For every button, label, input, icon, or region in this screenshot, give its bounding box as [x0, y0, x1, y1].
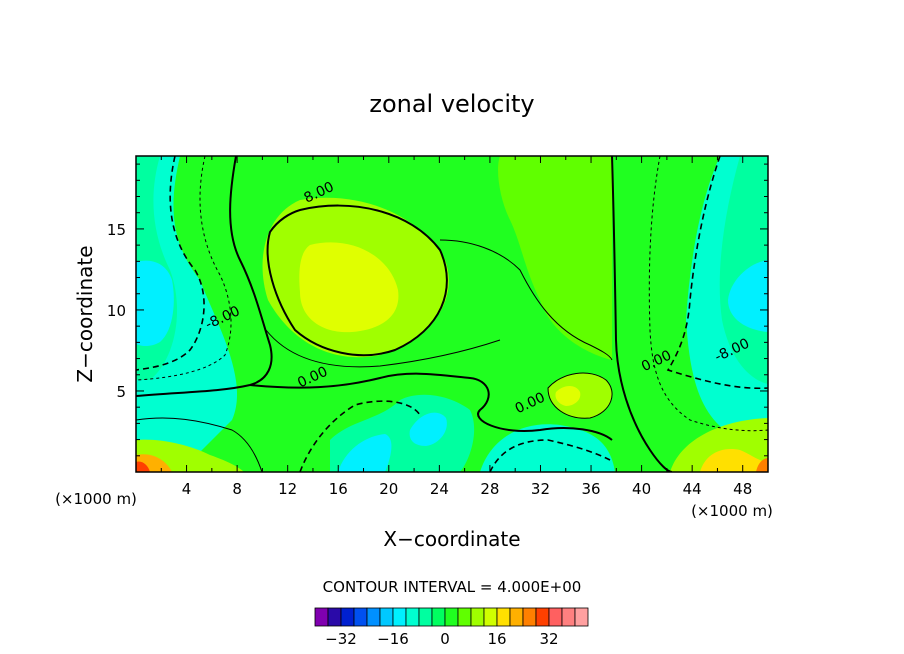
x-tick-label-9: 40: [632, 480, 651, 498]
field-upper-mid-green: [498, 156, 612, 360]
x-tick-label-4: 20: [379, 480, 398, 498]
x-tick-label-0: 4: [182, 480, 192, 498]
field-right-cyan-patch: [728, 260, 768, 332]
colorbar-tick-label-2: 0: [440, 630, 450, 648]
colorbar-swatch-14: [496, 607, 511, 627]
colorbar-swatch-3: [353, 607, 368, 627]
contour-neg8-bottom-mid: [489, 439, 611, 472]
colorbar-tick-label-0: −32: [325, 630, 357, 648]
y-tick-label-0: 5: [116, 383, 126, 401]
contour-zero-right: [611, 156, 673, 472]
colorbar-swatch-12: [470, 607, 485, 627]
field-lower-cyan-b: [409, 412, 447, 446]
colorbar-swatch-15: [509, 607, 524, 627]
x-tick-label-3: 16: [329, 480, 348, 498]
x-tick-label-1: 8: [232, 480, 242, 498]
colorbar-swatch-11: [457, 607, 472, 627]
colorbar-swatch-16: [522, 607, 537, 627]
colorbar-tick-label-1: −16: [377, 630, 409, 648]
contour-neg8-right: [666, 156, 768, 390]
contour-interval-text: CONTOUR INTERVAL = 4.000E+00: [323, 578, 582, 596]
contour-4-c: [136, 417, 263, 472]
contour-4-b: [265, 329, 501, 368]
x-tick-label-11: 48: [733, 480, 752, 498]
x-tick-label-6: 28: [480, 480, 499, 498]
x-tick-label-10: 44: [683, 480, 702, 498]
colorbar-swatch-20: [574, 607, 589, 627]
contour-neg8-left: [136, 156, 205, 371]
colorbar-swatch-4: [366, 607, 381, 627]
x-tick-label-7: 32: [531, 480, 550, 498]
x-axis: 4 8 12 16 20 24 28 32 36 40 44 48: [160, 156, 752, 498]
contour-neg4-right: [648, 156, 768, 432]
colorbar-swatch-6: [392, 607, 407, 627]
contour-zero-mid: [249, 372, 613, 441]
contour-lines: [136, 156, 768, 472]
colorbar: −32 −16 0 16 32: [314, 607, 589, 648]
colorbar-tick-label-3: 16: [487, 630, 506, 648]
colorbar-swatch-5: [379, 607, 394, 627]
colorbar-swatch-17: [535, 607, 550, 627]
plot-frame: [135, 155, 769, 473]
field-bottom-left-red: [136, 461, 150, 472]
colorbar-swatch-2: [340, 607, 355, 627]
contour-4-d: [547, 372, 613, 419]
field-bottom-right-yellow: [700, 449, 768, 472]
colorbar-swatch-1: [327, 607, 342, 627]
field-lower-cyan-a: [338, 434, 392, 472]
y-axis-label: Z−coordinate: [73, 245, 97, 382]
colorbar-swatch-18: [548, 607, 563, 627]
field-lower-mid-cool: [480, 424, 615, 472]
colorbar-swatch-13: [483, 607, 498, 627]
y-tick-label-2: 15: [107, 221, 126, 239]
contour-neg8-bottom: [299, 400, 421, 472]
field-layer: [136, 156, 768, 472]
x-axis-label: X−coordinate: [383, 527, 520, 551]
field-bottom-right-orange: [756, 458, 768, 472]
contour-4-a: [439, 239, 613, 361]
colorbar-swatch-9: [431, 607, 446, 627]
x-tick-label-2: 12: [278, 480, 297, 498]
field-left-cool: [136, 156, 238, 472]
colorbar-swatch-8: [418, 607, 433, 627]
field-left-cyan-patch: [136, 260, 174, 346]
contour-zero-left: [136, 156, 273, 397]
field-core-warm: [299, 242, 399, 333]
x-unit-right: (×1000 m): [691, 502, 773, 520]
colorbar-swatch-10: [444, 607, 459, 627]
colorbar-swatch-7: [405, 607, 420, 627]
contour-8: [266, 204, 448, 357]
field-mid-hot: [555, 386, 581, 406]
y-tick-label-1: 10: [107, 302, 126, 320]
contour-neg4-left: [136, 156, 232, 381]
x-tick-label-5: 24: [430, 480, 449, 498]
chart-title: zonal velocity: [369, 90, 534, 118]
x-tick-label-8: 36: [581, 480, 600, 498]
x-unit-left: (×1000 m): [55, 490, 137, 508]
y-axis: 5 10 15: [107, 163, 768, 457]
colorbar-swatch-0: [314, 607, 329, 627]
colorbar-tick-label-4: 32: [539, 630, 558, 648]
colorbar-swatch-19: [561, 607, 576, 627]
